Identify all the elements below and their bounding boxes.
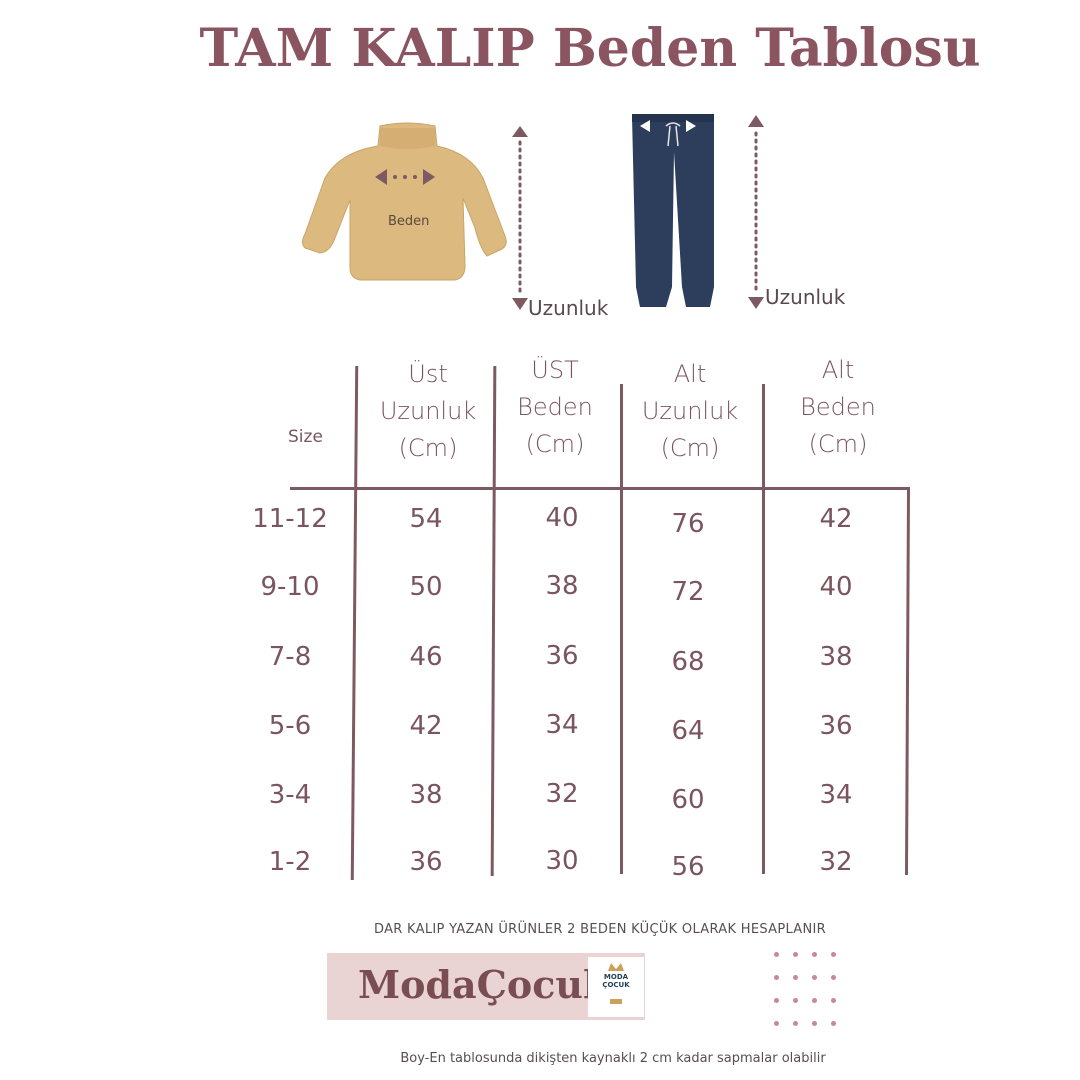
page-title: TAM KALIP Beden Tablosu [199, 18, 981, 79]
pants-length-arrow-icon [748, 115, 764, 309]
value-cell: 76 [671, 509, 705, 539]
decorative-dot [831, 952, 836, 957]
pants-illustration [632, 114, 714, 307]
decorative-dot [831, 975, 836, 980]
size-cell: 11-12 [252, 504, 328, 534]
value-cell: 36 [819, 711, 853, 741]
value-cell: 36 [545, 641, 579, 671]
logo-text-line: ÇOCUK [602, 981, 630, 989]
column-header-line: Beden [517, 393, 593, 421]
column-header-line: Beden [800, 393, 876, 421]
column-header: Üst Uzunluk (Cm) [348, 356, 508, 467]
column-header: ÜST Beden (Cm) [475, 352, 635, 463]
decorative-dot [774, 998, 779, 1003]
size-header: Size [288, 427, 323, 447]
column-header-line: Uzunluk [641, 397, 739, 425]
value-cell: 68 [671, 647, 705, 677]
decorative-dot [793, 998, 798, 1003]
column-header-line: ÜST [531, 356, 579, 384]
value-cell: 32 [545, 779, 579, 809]
decorative-dot [793, 975, 798, 980]
decorative-dot [812, 975, 817, 980]
table-column-divider [904, 488, 911, 876]
value-cell: 60 [671, 785, 705, 815]
logo-text-line: MODA [603, 973, 629, 981]
sweater-length-arrow-icon [512, 126, 528, 310]
brand-name: ModaÇocuk [358, 962, 610, 1007]
decorative-dot [812, 952, 817, 957]
decorative-dot [831, 998, 836, 1003]
value-cell: 32 [819, 847, 853, 877]
column-header-line: Uzunluk [379, 397, 477, 425]
value-cell: 64 [671, 716, 705, 746]
value-cell: 56 [671, 852, 705, 882]
value-cell: 38 [545, 571, 579, 601]
width-arrow-icon [375, 169, 435, 185]
value-cell: 46 [409, 642, 443, 672]
column-header: Alt Uzunluk (Cm) [610, 356, 770, 467]
decorative-dot [774, 975, 779, 980]
fit-note: DAR KALIP YAZAN ÜRÜNLER 2 BEDEN KÜÇÜK OL… [374, 922, 826, 937]
decorative-dot [812, 1021, 817, 1026]
value-cell: 38 [819, 642, 853, 672]
column-header-line: Alt [673, 360, 707, 388]
sweater-illustration [302, 122, 507, 281]
decorative-dot [831, 1021, 836, 1026]
value-cell: 34 [819, 780, 853, 810]
value-cell: 50 [409, 572, 443, 602]
column-header-line: (Cm) [398, 434, 458, 462]
crown-icon [608, 963, 624, 1004]
sweater-length-label: Uzunluk [528, 296, 609, 320]
value-cell: 36 [409, 847, 443, 877]
size-cell: 1-2 [268, 847, 312, 877]
decorative-dot [812, 998, 817, 1003]
value-cell: 30 [545, 846, 579, 876]
column-header: Alt Beden (Cm) [758, 352, 918, 463]
table-header-divider [290, 487, 910, 490]
decorative-dot [793, 1021, 798, 1026]
column-header-line: (Cm) [525, 430, 585, 458]
size-cell: 5-6 [268, 711, 312, 741]
value-cell: 34 [545, 710, 579, 740]
value-cell: 40 [545, 503, 579, 533]
pants-length-label: Uzunluk [765, 285, 846, 309]
decorative-dot [793, 952, 798, 957]
value-cell: 38 [409, 780, 443, 810]
tolerance-note: Boy-En tablosunda dikişten kaynaklı 2 cm… [400, 1051, 826, 1066]
brand-logo: MODA ÇOCUK [588, 957, 644, 1017]
value-cell: 54 [409, 504, 443, 534]
value-cell: 42 [819, 504, 853, 534]
column-header-line: Alt [821, 356, 855, 384]
size-cell: 3-4 [268, 780, 312, 810]
column-header-line: (Cm) [808, 430, 868, 458]
decorative-dot [774, 952, 779, 957]
value-cell: 42 [409, 711, 443, 741]
table-column-divider [762, 384, 765, 874]
value-cell: 72 [671, 577, 705, 607]
column-header-line: (Cm) [660, 434, 720, 462]
size-cell: 9-10 [260, 572, 320, 602]
decorative-dot [774, 1021, 779, 1026]
sweater-width-label: Beden [388, 214, 430, 229]
value-cell: 40 [819, 572, 853, 602]
column-header-line: Üst [408, 360, 448, 388]
size-cell: 7-8 [268, 642, 312, 672]
table-column-divider [620, 384, 623, 874]
